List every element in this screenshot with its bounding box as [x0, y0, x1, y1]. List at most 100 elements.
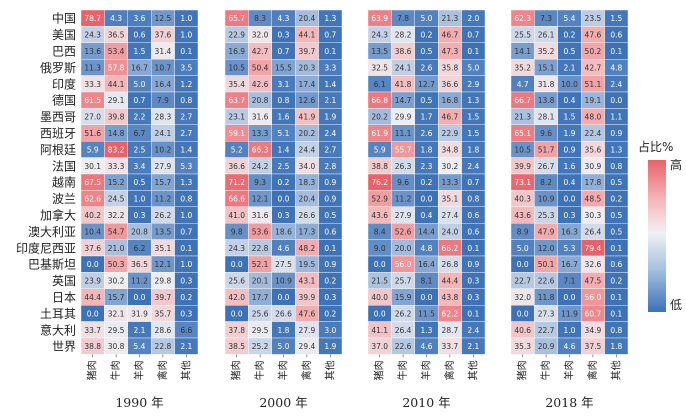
column-label: 猪肉	[230, 360, 243, 380]
cell-value: 0.0	[517, 260, 529, 269]
cell-value: 40.3	[514, 195, 531, 204]
cell-value: 0.6	[324, 227, 336, 236]
cell-value: 4.3	[278, 14, 290, 23]
cell-value: 0.1	[610, 47, 622, 56]
cell-value: 27.9	[299, 326, 316, 335]
cell-value: 32.1	[108, 309, 125, 318]
cell-value: 34.9	[585, 326, 602, 335]
cell-value: 0.0	[231, 260, 243, 269]
row-label: 加拿大	[40, 208, 76, 223]
cell-value: 26.1	[538, 31, 555, 40]
row-label: 世界	[52, 340, 76, 354]
cell-value: 15.9	[395, 293, 412, 302]
cell-value: 41.8	[395, 80, 412, 89]
cell-value: 24.3	[84, 31, 101, 40]
cell-value: 52.6	[395, 227, 412, 236]
cell-value: 2.1	[324, 96, 336, 105]
cell-value: 39.8	[108, 113, 125, 122]
cell-value: 27.0	[84, 113, 101, 122]
cell-value: 29.9	[395, 113, 412, 122]
cell-value: 11.2	[131, 277, 148, 286]
cell-value: 1.9	[324, 113, 336, 122]
cell-value: 0.0	[564, 293, 576, 302]
cell-value: 25.6	[252, 309, 269, 318]
cell-value: 56.0	[395, 260, 412, 269]
cell-value: 62.3	[514, 14, 531, 23]
row-label: 意大利	[40, 322, 76, 337]
cell-value: 2.1	[180, 342, 192, 351]
cell-value: 30.2	[108, 277, 125, 286]
legend-title: 占比%	[638, 140, 674, 154]
cell-value: 28.1	[538, 113, 555, 122]
cell-value: 26.8	[442, 260, 459, 269]
cell-value: 2.1	[467, 342, 479, 351]
cell-value: 24.1	[395, 63, 412, 72]
panel-title: 2018 年	[545, 395, 593, 410]
cell-value: 62.2	[442, 309, 459, 318]
cell-value: 79.4	[585, 244, 602, 253]
legend-low-label: 低	[670, 298, 683, 312]
cell-value: 24.0	[442, 227, 459, 236]
cell-value: 0.3	[278, 31, 290, 40]
cell-value: 8.4	[374, 227, 386, 236]
cell-value: 3.1	[278, 80, 290, 89]
cell-value: 21.3	[514, 113, 531, 122]
cell-value: 0.5	[421, 96, 433, 105]
cell-value: 0.1	[324, 47, 336, 56]
cell-value: 7.1	[564, 277, 576, 286]
cell-value: 2.7	[180, 129, 192, 138]
column-label: 禽肉	[156, 360, 169, 380]
cell-value: 24.3	[371, 31, 388, 40]
cell-value: 76.2	[371, 178, 388, 187]
cell-value: 26.4	[395, 326, 412, 335]
cell-value: 13.5	[371, 47, 388, 56]
cell-value: 37.0	[371, 342, 388, 351]
cell-value: 2.1	[134, 326, 146, 335]
cell-value: 11.8	[538, 293, 555, 302]
cell-value: 23.1	[228, 113, 245, 122]
cell-value: 40.0	[371, 293, 388, 302]
cell-value: 27.9	[155, 162, 172, 171]
cell-value: 12.7	[418, 80, 435, 89]
cell-value: 1.8	[421, 145, 433, 154]
column-label: 猪肉	[86, 360, 99, 380]
cell-value: 0.6	[134, 31, 146, 40]
cell-value: 42.7	[585, 63, 602, 72]
cell-value: 41.0	[228, 211, 245, 220]
cell-value: 1.0	[180, 211, 192, 220]
cell-value: 14.8	[108, 129, 125, 138]
cell-value: 50.4	[252, 63, 269, 72]
cell-value: 0.2	[180, 293, 192, 302]
cell-value: 38.8	[84, 342, 101, 351]
cell-value: 31.8	[538, 80, 555, 89]
row-label: 巴西	[52, 45, 76, 59]
cell-value: 0.1	[610, 293, 622, 302]
column-label: 羊肉	[563, 360, 576, 380]
cell-value: 2.6	[421, 63, 433, 72]
cell-value: 20.0	[395, 244, 412, 253]
cell-value: 20.2	[371, 113, 388, 122]
cell-value: 26.2	[155, 211, 172, 220]
cell-value: 0.2	[610, 195, 622, 204]
cell-value: 0.0	[421, 195, 433, 204]
cell-value: 30.8	[108, 342, 125, 351]
cell-value: 11.3	[84, 63, 101, 72]
cell-value: 12.5	[155, 14, 172, 23]
cell-value: 66.7	[514, 96, 531, 105]
cell-value: 20.8	[131, 227, 148, 236]
row-label: 西班牙	[40, 127, 76, 141]
cell-value: 59.1	[228, 129, 245, 138]
cell-value: 46.7	[442, 31, 459, 40]
cell-value: 37.6	[155, 31, 172, 40]
cell-value: 78.7	[84, 14, 101, 23]
cell-value: 26.2	[395, 309, 412, 318]
cell-value: 3.5	[180, 63, 192, 72]
cell-value: 37.8	[228, 326, 245, 335]
cell-value: 38.6	[395, 47, 412, 56]
cell-value: 0.0	[564, 195, 576, 204]
cell-value: 66.2	[442, 244, 459, 253]
cell-value: 48.0	[585, 113, 602, 122]
cell-value: 20.1	[252, 277, 269, 286]
panel-title: 2000 年	[259, 395, 307, 410]
